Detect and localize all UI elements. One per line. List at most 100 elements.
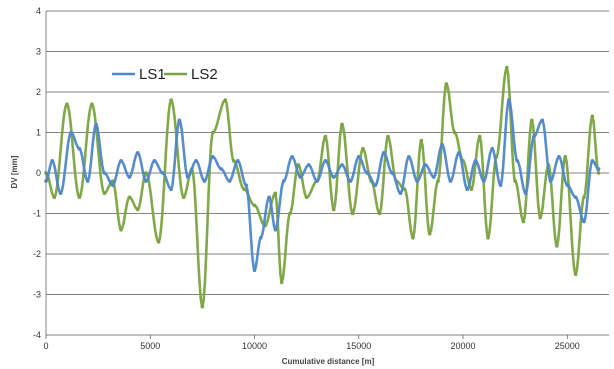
data-point-ls2 (102, 191, 107, 196)
series-layer (44, 65, 601, 309)
data-point-ls1 (523, 191, 528, 196)
data-point-ls2 (252, 203, 257, 208)
data-point-ls1 (432, 175, 436, 179)
data-point-ls2 (144, 171, 148, 175)
data-point-ls2 (436, 179, 440, 183)
data-point-ls1 (281, 179, 286, 183)
data-point-ls1 (144, 179, 148, 183)
legend-label-ls1: LS1 (139, 66, 166, 83)
data-point-ls2 (477, 134, 482, 139)
data-point-ls1 (415, 179, 419, 183)
data-point-ls1 (69, 130, 73, 135)
data-point-ls2 (573, 272, 578, 277)
data-point-ls2 (52, 195, 57, 200)
data-point-ls2 (361, 146, 365, 151)
data-point-ls1 (50, 159, 55, 163)
data-point-ls2 (231, 159, 236, 163)
y-tick-label: 4 (36, 6, 41, 16)
data-point-ls1 (94, 122, 98, 127)
data-point-ls1 (440, 142, 444, 147)
data-point-ls2 (90, 102, 94, 106)
data-point-ls2 (377, 211, 382, 216)
data-point-ls1 (258, 236, 263, 240)
data-point-ls2 (340, 122, 344, 127)
data-point-ls1 (169, 187, 173, 191)
data-point-ls1 (236, 159, 240, 163)
data-point-ls1 (219, 167, 223, 171)
data-point-ls1 (565, 183, 570, 187)
y-axis-label: DV [mm] (10, 155, 19, 188)
x-tick-label: 10000 (242, 341, 267, 351)
data-point-ls1 (102, 171, 107, 175)
data-point-ls2 (590, 114, 595, 119)
data-point-ls1 (473, 159, 478, 163)
data-point-ls2 (555, 244, 559, 248)
data-point-ls2 (200, 304, 205, 309)
data-point-ls2 (156, 240, 161, 244)
data-point-ls1 (185, 175, 190, 179)
data-point-ls2 (77, 195, 82, 200)
legend: LS1 LS2 (108, 62, 220, 86)
data-point-ls1 (423, 163, 428, 167)
data-point-ls1 (340, 163, 344, 167)
data-point-ls1 (110, 183, 115, 187)
data-point-ls2 (119, 227, 123, 232)
data-point-ls1 (457, 150, 461, 155)
data-point-ls1 (365, 171, 369, 175)
data-point-ls1 (177, 118, 182, 123)
data-point-ls2 (350, 211, 355, 216)
data-point-ls1 (373, 183, 378, 187)
data-point-ls2 (331, 207, 336, 212)
y-tick-label: -4 (33, 330, 41, 340)
x-tick-label: 0 (43, 341, 48, 351)
y-tick-label: 1 (36, 128, 41, 138)
data-point-ls2 (323, 134, 328, 139)
y-tick-label: 2 (36, 87, 41, 97)
y-tick-label: -1 (33, 209, 41, 219)
data-point-ls1 (227, 179, 232, 183)
data-point-ls2 (127, 195, 132, 200)
data-point-ls2 (288, 211, 292, 216)
data-point-ls1 (398, 191, 403, 196)
x-tick-label: 25000 (555, 341, 580, 351)
data-point-ls1 (244, 183, 248, 187)
data-point-ls1 (58, 191, 63, 196)
data-point-ls1 (465, 187, 470, 191)
data-point-ls2 (486, 236, 490, 240)
data-point-ls1 (382, 150, 386, 155)
data-point-ls1 (507, 98, 511, 102)
data-point-ls2 (65, 102, 69, 106)
legend-label-ls2: LS2 (191, 66, 218, 83)
data-point-ls2 (304, 195, 309, 200)
data-point-ls1 (590, 159, 595, 163)
data-point-ls1 (331, 175, 336, 179)
data-point-ls1 (498, 183, 503, 187)
data-point-ls1 (306, 163, 311, 167)
data-point-ls2 (538, 215, 542, 220)
data-point-ls1 (194, 159, 198, 163)
data-point-ls1 (557, 155, 561, 159)
x-tick-label: 5000 (140, 341, 160, 351)
data-point-ls2 (469, 187, 474, 191)
data-point-ls2 (582, 195, 586, 200)
data-point-ls1 (267, 195, 271, 200)
data-point-ls2 (211, 130, 215, 135)
data-point-ls2 (135, 207, 140, 212)
data-point-ls1 (582, 219, 586, 224)
data-point-ls2 (452, 130, 457, 135)
data-point-ls1 (348, 179, 353, 183)
data-point-ls1 (252, 268, 257, 273)
data-point-ls2 (279, 280, 284, 285)
data-point-ls1 (85, 179, 90, 183)
data-point-ls2 (521, 219, 526, 224)
data-point-ls2 (273, 191, 278, 196)
data-point-ls2 (386, 134, 390, 139)
data-point-ls2 (242, 187, 246, 191)
x-tick-label: 20000 (451, 341, 476, 351)
data-point-ls1 (119, 159, 123, 163)
data-point-ls1 (323, 159, 328, 163)
data-point-ls1 (152, 159, 157, 163)
data-point-ls1 (290, 155, 294, 159)
data-point-ls1 (596, 167, 601, 171)
